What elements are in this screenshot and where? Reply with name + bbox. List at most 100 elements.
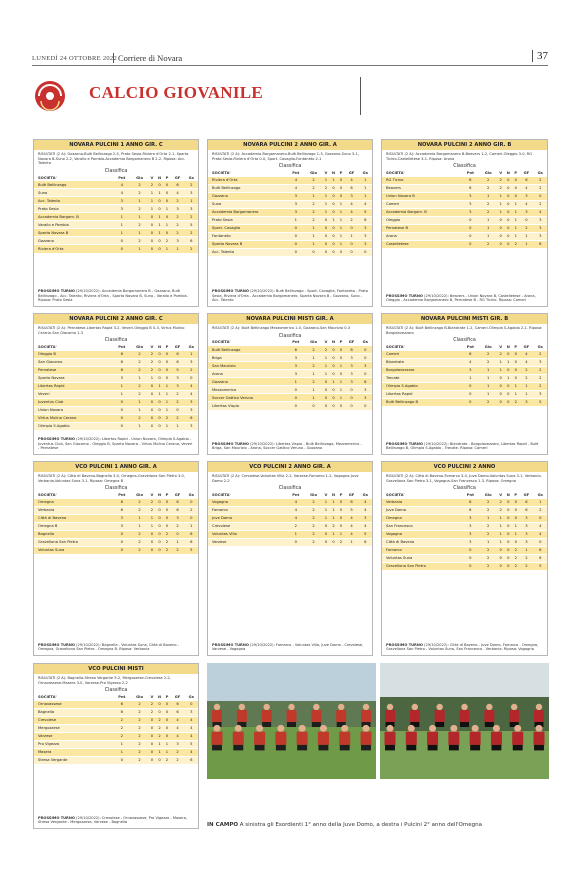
table-cell: 4: [344, 513, 359, 523]
table-cell: Gravellona San Pietro: [382, 561, 462, 571]
table-cell: 3: [184, 397, 198, 407]
table-cell: 3: [358, 231, 372, 241]
column-header: N: [506, 170, 510, 175]
table-cell: 2: [130, 505, 149, 515]
table-cell: 0: [329, 353, 338, 362]
table-cell: 0: [155, 699, 164, 709]
table-cell: 3: [461, 537, 480, 547]
table-row: Beavers 6 2 2 0 0 4 2: [382, 183, 547, 193]
column-header: Gs: [362, 340, 368, 345]
table-cell: 1: [337, 385, 345, 394]
table-cell: 1: [337, 239, 345, 249]
table-cell: 0: [163, 699, 171, 709]
table-cell: Fomarco: [208, 505, 287, 515]
player-figure: [336, 722, 346, 727]
player-figure: [337, 703, 345, 711]
table-cell: 1: [286, 529, 305, 539]
table-row: Città di Baveno 3 1 1 0 0 3 0: [34, 513, 198, 523]
table-cell: 5: [358, 529, 372, 539]
table-cell: Voluntas Suna: [34, 545, 113, 555]
table-cell: Biandrate: [382, 357, 462, 367]
table-cell: 6: [112, 707, 131, 717]
table-cell: 2: [512, 553, 520, 563]
table-cell: 1: [130, 196, 149, 205]
table-cell: 2: [163, 236, 171, 245]
table-cell: 3: [184, 707, 198, 717]
table-cell: 4: [358, 199, 372, 209]
column-header: V: [499, 344, 503, 349]
player-figure: [484, 722, 494, 727]
table-cell: 0: [148, 747, 156, 757]
table-cell: 0: [512, 349, 520, 359]
table-cell: Cameri: [382, 199, 462, 209]
table-cell: 0: [461, 545, 480, 555]
table-cell: 1: [155, 389, 164, 399]
table-cell: Fomarco: [382, 545, 462, 555]
table-cell: 4: [112, 180, 131, 189]
table-cell: 6: [358, 537, 372, 547]
table-row: Cameri 6 2 2 0 0 4 2: [382, 349, 547, 359]
table-cell: 0: [148, 731, 156, 741]
table-cell: Libertas Vispio: [208, 401, 287, 410]
table-cell: Crevolese: [208, 521, 287, 531]
table-cell: 1: [112, 389, 131, 399]
table-cell: 1: [337, 223, 345, 233]
table-cell: Oleggio: [382, 215, 462, 225]
next-round-label: PROSSIMO TURNO: [386, 293, 423, 298]
table-cell: 0: [112, 537, 131, 547]
column-header: Gio: [136, 175, 143, 180]
table-cell: 6: [519, 505, 534, 515]
table-cell: 0: [148, 212, 156, 221]
results-text: RISULTATI (2 A): Accademia Borgomanero B…: [386, 152, 533, 161]
table-cell: 2: [512, 545, 520, 555]
table-row: Pernatese 6 2 2 0 0 5 2: [34, 365, 198, 375]
standings-table: SOCIETA' Pnt Gio V N P GF Gs Vogogna 4 2 1 1 0 6 4 Fomar…: [208, 492, 372, 547]
table-cell: 2: [479, 207, 497, 217]
table-row: Città di Baveno 3 1 1 0 0 3 0: [382, 537, 547, 547]
table-cell: 1: [496, 513, 505, 523]
player-figure: [534, 722, 544, 727]
table-cell: 3: [286, 369, 305, 378]
player-figure: [237, 722, 247, 727]
player-figure: [254, 731, 266, 745]
table-cell: 2: [479, 529, 497, 539]
column-header: Pnt: [292, 340, 300, 345]
table-cell: 0: [504, 561, 513, 571]
table-cell: 0: [329, 183, 338, 193]
table-cell: 4: [533, 529, 547, 539]
table-cell: 1: [155, 228, 164, 237]
column-header: Pnt: [466, 344, 474, 349]
table-cell: 2: [304, 345, 323, 354]
table-cell: 3: [461, 191, 480, 201]
table-cell: 0: [337, 247, 345, 257]
table-cell: 1: [358, 175, 372, 185]
table-cell: 6: [112, 699, 131, 709]
table-cell: 1: [130, 405, 149, 415]
table-row: Ornavassese 6 2 2 0 0 6 0: [34, 699, 198, 709]
player-figure: [211, 731, 223, 745]
player-figure: [385, 710, 395, 722]
table-cell: 2: [344, 215, 359, 225]
table-cell: 6: [170, 349, 185, 359]
results-text: RISULTATI (2 A): Crevolese-Voluntas Vill…: [212, 474, 359, 483]
table-cell: 6: [533, 553, 547, 563]
table-cell: 0: [337, 521, 345, 531]
table-cell: 1: [155, 188, 164, 197]
player-figure: [361, 744, 371, 751]
table-row: Castelletese 0 2 0 0 2 1 6: [382, 239, 547, 249]
table-cell: 0: [184, 497, 198, 507]
table-cell: 1: [322, 497, 330, 507]
table-cell: 0: [344, 239, 359, 249]
table-row: Crevolese 2 2 0 2 0 4 4: [208, 521, 372, 531]
table-row: Olimpia S.Agabio 0 1 0 0 1 1 3: [34, 421, 198, 431]
table-cell: Bagnella: [34, 529, 113, 539]
table-cell: 1: [496, 207, 505, 217]
player-figure: [277, 724, 285, 732]
table-row: Union Novara 0 1 0 0 1 0 3: [34, 405, 198, 415]
column-header: V: [324, 170, 328, 175]
table-cell: 1: [512, 389, 520, 399]
table-cell: Verbania: [34, 505, 113, 515]
table-cell: 3: [286, 353, 305, 362]
table-cell: 1: [286, 215, 305, 225]
table-cell: 2: [184, 505, 198, 515]
